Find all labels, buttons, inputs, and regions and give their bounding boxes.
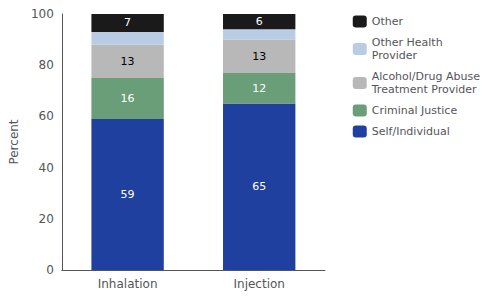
- svg-text:80: 80: [39, 58, 54, 72]
- svg-text:13: 13: [121, 55, 135, 68]
- svg-text:Injection: Injection: [233, 277, 284, 291]
- svg-text:40: 40: [39, 161, 54, 175]
- svg-text:13: 13: [252, 50, 266, 63]
- svg-text:Criminal Justice: Criminal Justice: [372, 104, 458, 117]
- svg-text:0: 0: [46, 263, 54, 277]
- svg-text:20: 20: [39, 212, 54, 226]
- svg-text:7: 7: [124, 16, 131, 29]
- svg-text:Treatment Provider: Treatment Provider: [371, 83, 477, 96]
- svg-text:Inhalation: Inhalation: [98, 277, 158, 291]
- svg-text:65: 65: [252, 180, 266, 193]
- svg-text:16: 16: [121, 92, 135, 105]
- svg-text:Other: Other: [372, 15, 404, 28]
- svg-text:59: 59: [121, 188, 135, 201]
- svg-text:12: 12: [252, 82, 266, 95]
- svg-text:Percent: Percent: [7, 119, 21, 164]
- svg-text:Other Health: Other Health: [372, 36, 443, 49]
- svg-text:60: 60: [39, 109, 54, 123]
- svg-text:100: 100: [31, 7, 54, 21]
- svg-text:Self/Individual: Self/Individual: [372, 125, 450, 138]
- svg-text:Provider: Provider: [372, 49, 418, 62]
- svg-text:Alcohol/Drug Abuse: Alcohol/Drug Abuse: [372, 70, 480, 83]
- svg-text:6: 6: [256, 15, 263, 28]
